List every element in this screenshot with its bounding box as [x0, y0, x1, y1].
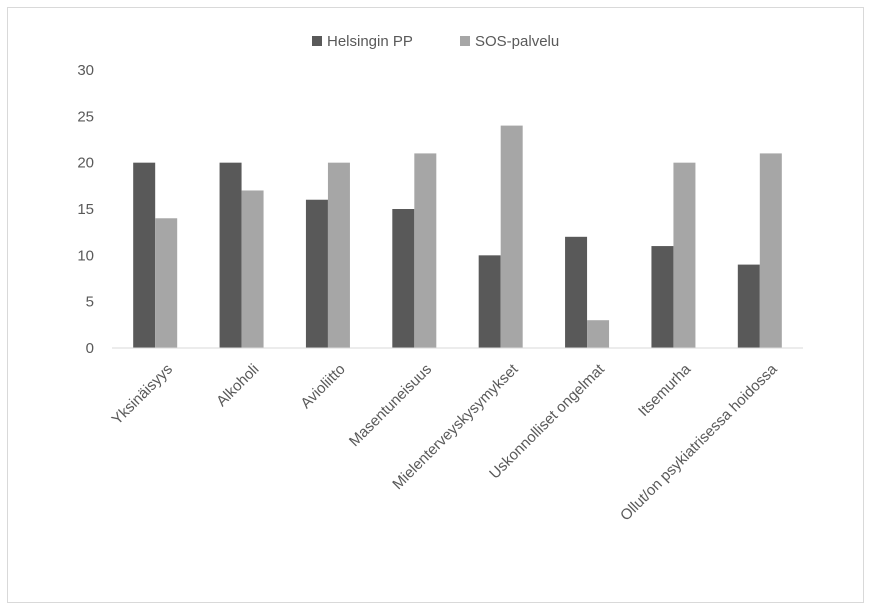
- y-tick-label: 5: [86, 294, 94, 311]
- bar-sos-palvelu: [414, 153, 437, 348]
- bar-helsingin-pp: [651, 246, 674, 348]
- bar-helsingin-pp: [565, 236, 588, 348]
- bar-helsingin-pp: [219, 162, 242, 348]
- bar-helsingin-pp: [305, 199, 328, 348]
- bar-helsingin-pp: [737, 264, 760, 348]
- y-tick-label: 25: [77, 108, 94, 125]
- x-tick-label: Itsemurha: [635, 360, 695, 420]
- y-tick-label: 15: [77, 201, 94, 218]
- bar-sos-palvelu: [241, 190, 264, 348]
- y-tick-label: 30: [77, 62, 94, 79]
- legend: Helsingin PP SOS-palvelu: [312, 33, 559, 50]
- legend-swatch: [312, 36, 322, 46]
- y-tick-label: 0: [86, 340, 94, 357]
- x-tick-label: Masentuneisuus: [346, 361, 435, 450]
- x-axis-labels: Yksinäisyys Alkoholi AvioliittoMasentuneis…: [109, 360, 782, 524]
- bar-sos-palvelu: [327, 162, 350, 348]
- bar-sos-palvelu: [500, 125, 523, 348]
- bar-helsingin-pp: [133, 162, 156, 348]
- bar-helsingin-pp: [478, 255, 501, 348]
- y-tick-label: 10: [77, 247, 94, 264]
- legend-label: SOS-palvelu: [475, 33, 559, 50]
- bar-sos-palvelu: [587, 320, 610, 348]
- bar-sos-palvelu: [155, 218, 178, 348]
- bar-sos-palvelu: [759, 153, 782, 348]
- x-tick-label: Yksinäisyys: [109, 361, 176, 428]
- x-tick-label: Avioliitto: [297, 361, 348, 412]
- legend-label: Helsingin PP: [327, 33, 413, 50]
- bar-sos-palvelu: [673, 162, 696, 348]
- y-axis: 0 5 10 15 20 25 30: [77, 62, 94, 357]
- x-tick-label: Alkoholi: [213, 361, 262, 410]
- bars: [133, 125, 782, 348]
- legend-swatch: [460, 36, 470, 46]
- bar-helsingin-pp: [392, 209, 415, 348]
- x-tick-label: Ollut/on psykiatrisessa hoidossa: [617, 360, 781, 524]
- y-tick-label: 20: [77, 155, 94, 172]
